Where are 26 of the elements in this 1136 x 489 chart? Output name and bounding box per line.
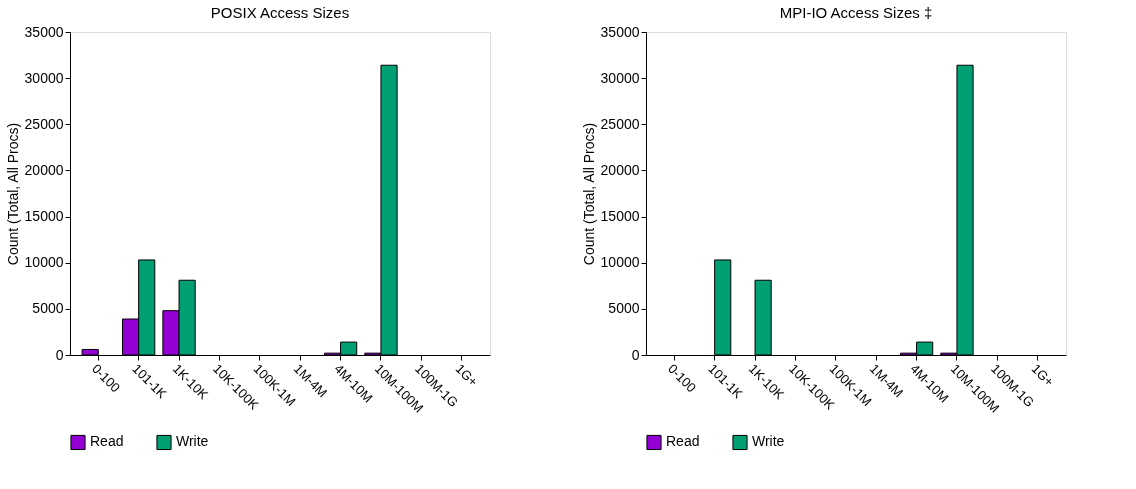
y-tick-label: 35000 <box>24 23 64 40</box>
y-tick-label: 35000 <box>600 23 640 40</box>
x-tick-label: 1G+ <box>1028 361 1057 390</box>
y-tick-label: 25000 <box>24 115 64 132</box>
y-tick-label: 0 <box>55 346 64 363</box>
y-axis-title: Count (Total, All Procs) <box>580 122 597 266</box>
y-axis-title: Count (Total, All Procs) <box>4 122 21 266</box>
y-tick-label: 10000 <box>24 254 64 271</box>
legend-label: Read <box>666 433 700 450</box>
y-tick-label: 30000 <box>24 69 64 86</box>
y-tick-label: 0 <box>631 346 640 363</box>
y-tick-label: 10000 <box>600 254 640 271</box>
legend-label: Write <box>752 433 785 450</box>
legend-label: Read <box>90 433 124 450</box>
y-tick-label: 15000 <box>24 208 64 225</box>
y-tick-label: 20000 <box>600 161 640 178</box>
y-tick-label: 30000 <box>600 69 640 86</box>
y-tick-label: 20000 <box>24 161 64 178</box>
x-tick-label: 1G+ <box>452 361 481 390</box>
y-tick-label: 5000 <box>608 300 640 317</box>
legend-label: Write <box>176 433 209 450</box>
chart-title: MPI-IO Access Sizes ‡ <box>779 4 933 21</box>
chart-title: POSIX Access Sizes <box>210 4 350 21</box>
y-tick-label: 5000 <box>32 300 64 317</box>
y-tick-label: 15000 <box>600 208 640 225</box>
y-tick-label: 25000 <box>600 115 640 132</box>
